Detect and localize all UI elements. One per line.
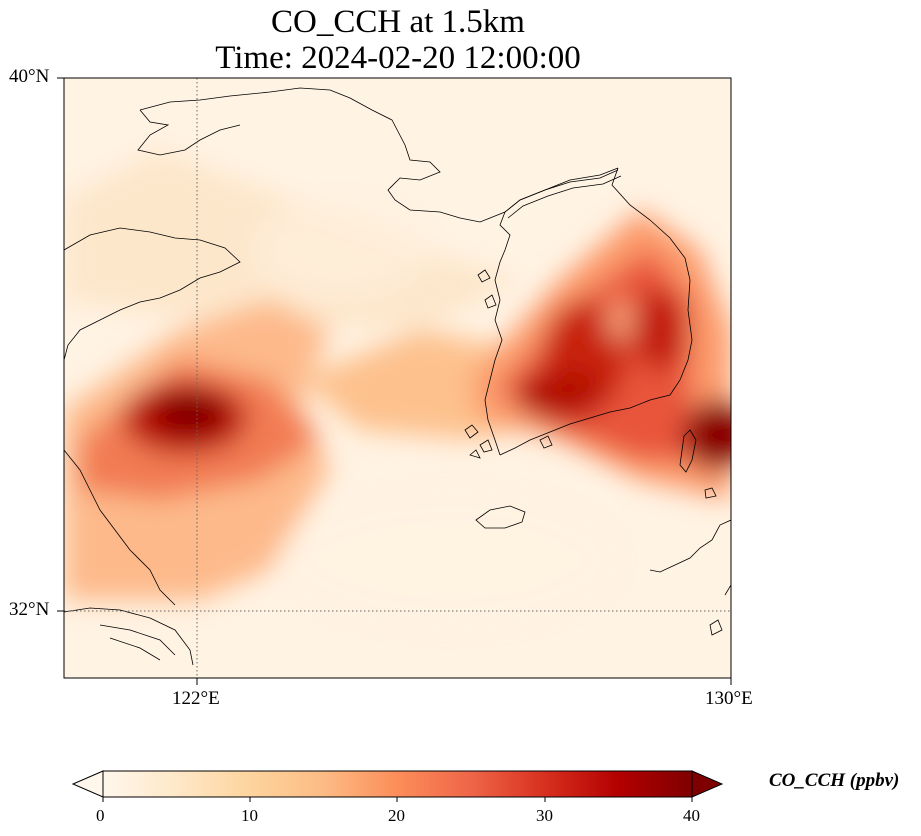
- colorbar-extend-max: [691, 770, 724, 798]
- colorbar-extend-min: [71, 770, 104, 798]
- coastline: [64, 87, 731, 666]
- colorbar-label-0: 0: [96, 806, 105, 825]
- colorbar-label-40: 40: [683, 806, 700, 825]
- y-tick-label-32n: 32°N: [9, 599, 50, 620]
- colorbar-title: CO_CCH (ppbv): [769, 770, 900, 791]
- y-tick-label-40n: 40°N: [9, 66, 50, 87]
- colorbar-label-20: 20: [388, 806, 405, 825]
- gridlines: [64, 78, 731, 678]
- map-title-line1: CO_CCH at 1.5km: [271, 4, 525, 40]
- co-concentration-field: [64, 78, 731, 678]
- colorbar-gradient: [103, 771, 692, 797]
- axis-ticks: [57, 77, 732, 685]
- colorbar: [71, 770, 724, 802]
- colorbar-label-30: 30: [536, 806, 553, 825]
- map-title-line2: Time: 2024-02-20 12:00:00: [215, 40, 581, 76]
- map-frame: [63, 77, 732, 679]
- x-tick-label-130e: 130°E: [705, 688, 753, 709]
- colorbar-label-10: 10: [241, 806, 258, 825]
- x-tick-label-122e: 122°E: [172, 688, 220, 709]
